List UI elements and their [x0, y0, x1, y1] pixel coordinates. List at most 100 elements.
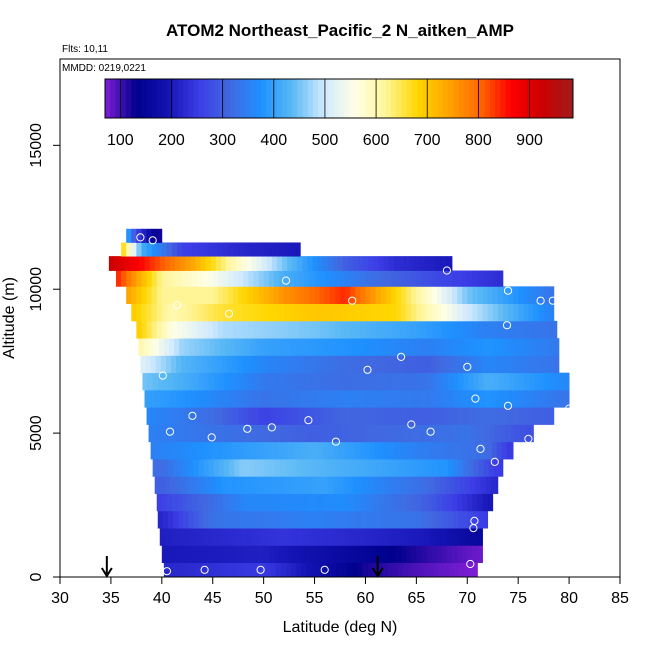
heatmap-cell: [289, 493, 295, 512]
heatmap-cell: [444, 528, 451, 546]
heatmap-cell: [142, 372, 148, 391]
heatmap-cell: [543, 407, 550, 425]
heatmap-cell: [429, 476, 436, 494]
heatmap-cell: [407, 372, 413, 391]
heatmap-cell: [373, 528, 380, 546]
heatmap-cell: [525, 338, 531, 356]
heatmap-cell: [344, 355, 350, 374]
heatmap-cell: [257, 355, 264, 374]
heatmap-cell: [416, 493, 422, 512]
heatmap-cell: [417, 459, 423, 477]
heatmap-cell: [424, 389, 430, 408]
heatmap-cell: [373, 256, 380, 271]
heatmap-cell: [287, 389, 293, 408]
heatmap-cell: [471, 441, 477, 460]
heatmap-cell: [212, 545, 219, 564]
heatmap-cell: [253, 320, 259, 339]
heatmap-cell: [256, 528, 262, 546]
heatmap-cell: [246, 528, 252, 546]
heatmap-cell: [472, 270, 478, 287]
colorbar-segment: [417, 79, 423, 118]
heatmap-cell: [416, 286, 422, 305]
heatmap-cell: [323, 441, 330, 460]
heatmap-cell: [497, 270, 504, 287]
heatmap-cell: [370, 320, 377, 339]
heatmap-cell: [252, 355, 258, 374]
heatmap-cell: [495, 476, 499, 494]
heatmap-cell: [196, 441, 202, 460]
heatmap-cell: [223, 510, 230, 529]
heatmap-cell: [223, 372, 230, 391]
heatmap-cell: [354, 355, 360, 374]
heatmap-cell: [460, 528, 466, 546]
colorbar-tick-label: 800: [465, 132, 492, 149]
heatmap-cell: [211, 355, 218, 374]
heatmap-cell: [427, 372, 434, 391]
heatmap-cell: [502, 303, 509, 322]
heatmap-cell: [206, 355, 213, 374]
heatmap-cell: [446, 270, 453, 287]
colorbar-segment: [229, 79, 236, 118]
heatmap-cell: [326, 562, 333, 578]
heatmap-cell: [409, 256, 415, 271]
heatmap-cell: [222, 320, 229, 339]
heatmap-cell: [444, 389, 451, 408]
colorbar-segment: [521, 79, 527, 118]
heatmap-cell: [295, 459, 301, 477]
heatmap-cell: [511, 389, 517, 408]
heatmap-cell: [441, 407, 448, 425]
heatmap-cell: [267, 355, 274, 374]
heatmap-cell: [169, 528, 176, 546]
heatmap-cell: [197, 493, 203, 512]
sample-marker: [158, 371, 167, 380]
heatmap-cell: [281, 256, 288, 271]
heatmap-cell: [400, 441, 406, 460]
heatmap-cell: [370, 303, 377, 322]
heatmap-cell: [547, 355, 554, 374]
heatmap-cell: [151, 228, 158, 243]
colorbar-segment: [110, 79, 116, 118]
heatmap-cell: [375, 320, 382, 339]
heatmap-cell: [285, 459, 291, 477]
heatmap-cell: [456, 355, 462, 374]
colorbar-segment: [136, 79, 142, 118]
heatmap-cell: [238, 242, 244, 257]
heatmap-cell: [309, 545, 315, 564]
heatmap-cell: [396, 303, 402, 322]
heatmap-cell: [436, 303, 443, 322]
heatmap-cells: [108, 228, 570, 578]
heatmap-cell: [245, 338, 251, 356]
heatmap-cell: [212, 303, 219, 322]
heatmap-cell: [348, 389, 354, 408]
heatmap-cell: [251, 256, 257, 271]
heatmap-cell: [367, 338, 373, 356]
heatmap-cell: [174, 338, 180, 356]
heatmap-cell: [530, 424, 534, 443]
sample-marker: [442, 266, 451, 275]
heatmap-cell: [141, 320, 147, 339]
heatmap-cell: [233, 242, 239, 257]
colorbar-segment: [328, 79, 335, 118]
heatmap-cell: [265, 424, 272, 443]
heatmap-cell: [237, 355, 243, 374]
heatmap-cell: [424, 528, 430, 546]
sample-marker: [173, 301, 182, 310]
heatmap-cell: [324, 270, 331, 287]
heatmap-cell: [352, 562, 358, 578]
heatmap-cell: [225, 476, 232, 494]
heatmap-cell: [438, 338, 445, 356]
heatmap-cell: [380, 545, 387, 564]
heatmap-cell: [381, 510, 388, 529]
heatmap-cell: [156, 228, 163, 243]
heatmap-cell: [375, 493, 382, 512]
heatmap-cell: [290, 510, 296, 529]
heatmap-cell: [422, 510, 428, 529]
heatmap-cell: [304, 286, 310, 305]
heatmap-cell: [278, 493, 285, 512]
heatmap-cell: [264, 372, 271, 391]
heatmap-cell: [200, 256, 206, 271]
heatmap-cell: [345, 493, 351, 512]
heatmap-cell: [363, 476, 369, 494]
heatmap-cell: [169, 256, 176, 271]
